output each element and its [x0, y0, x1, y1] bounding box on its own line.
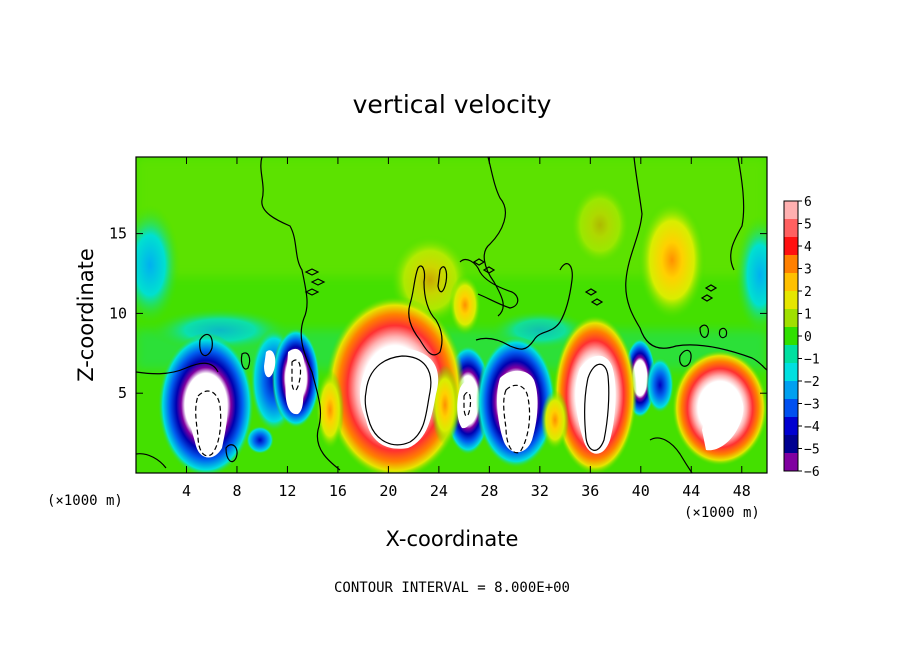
y-tick-label: 15	[109, 225, 127, 243]
x-axis-label: X-coordinate	[386, 527, 519, 551]
x-tick-label: 8	[232, 482, 241, 500]
contour-lines	[136, 157, 767, 473]
colorbar-tick-label: 6	[804, 195, 812, 210]
colorbar-swatch	[784, 327, 798, 346]
colorbar-swatch	[784, 345, 798, 364]
x-tick-label: 32	[531, 482, 549, 500]
colorbar-tick-label: −3	[804, 398, 820, 413]
colorbar-swatch	[784, 273, 798, 292]
x-tick-label: 12	[278, 482, 296, 500]
colorbar-tick-label: −4	[804, 420, 820, 435]
colorbar-swatch	[784, 291, 798, 310]
colorbar-swatch	[784, 309, 798, 328]
x-unit-label-left: (×1000 m)	[47, 493, 123, 509]
colorbar-swatch	[784, 399, 798, 418]
colorbar-tick-label: 2	[804, 285, 812, 300]
x-tick-label: 20	[379, 482, 397, 500]
colorbar-tick-label: −1	[804, 353, 820, 368]
colorbar-tick-label: 0	[804, 330, 812, 345]
colorbar-swatch	[784, 255, 798, 274]
colorbar-tick-label: 1	[804, 308, 812, 323]
y-axis-label: Z-coordinate	[74, 248, 98, 382]
plot-frame	[135, 156, 768, 474]
colorbar-swatch	[784, 417, 798, 436]
colorbar-swatch	[784, 363, 798, 382]
x-unit-label-right: (×1000 m)	[684, 505, 760, 521]
x-tick-label: 40	[632, 482, 650, 500]
x-tick-label: 28	[480, 482, 498, 500]
colorbar-tick-label: 5	[804, 218, 812, 233]
colorbar-tick-label: −5	[804, 443, 820, 458]
colorbar-swatch	[784, 381, 798, 400]
y-axis-ticks: 5 10 15	[109, 225, 767, 402]
colorbar-tick-label: −2	[804, 375, 820, 390]
colorbar-swatch	[784, 201, 798, 220]
y-tick-label: 5	[118, 384, 127, 402]
colorbar-swatch	[784, 435, 798, 454]
x-tick-label: 36	[581, 482, 599, 500]
velocity-field	[136, 157, 767, 473]
x-axis-ticks: 4 8 12 16 20 24 28 32 36 40 44 48	[182, 157, 751, 500]
colorbar-swatch	[784, 237, 798, 256]
x-tick-label: 16	[329, 482, 347, 500]
colorbar-tick-label: 3	[804, 263, 812, 278]
colorbar-tick-label: 4	[804, 240, 812, 255]
contour-interval-note: CONTOUR INTERVAL = 8.000E+00	[334, 580, 570, 596]
x-tick-label: 4	[182, 482, 191, 500]
x-tick-label: 24	[430, 482, 448, 500]
colorbar-tick-label: −6	[804, 465, 820, 480]
colorbar-swatch	[784, 453, 798, 472]
y-tick-label: 10	[109, 304, 127, 322]
colorbar: 6 5 4 3 2 1 0 −1 −2 −3 −4 −5 −6	[783, 195, 820, 480]
colorbar-swatch	[784, 219, 798, 238]
x-tick-label: 48	[733, 482, 751, 500]
x-tick-label: 44	[682, 482, 700, 500]
chart-title: vertical velocity	[353, 90, 552, 119]
